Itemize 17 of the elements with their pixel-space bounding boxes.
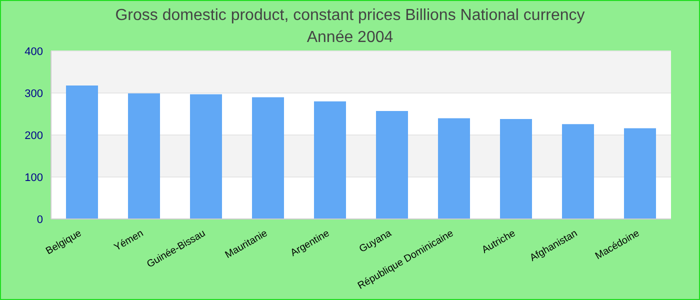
chart-subtitle: Année 2004: [306, 29, 394, 46]
bar: [438, 118, 470, 219]
bar: [500, 119, 532, 219]
bar: [562, 124, 594, 219]
y-tick-label: 300: [24, 88, 43, 100]
y-tick-label: 100: [24, 172, 43, 184]
y-tick-label: 0: [36, 214, 43, 226]
bar: [252, 97, 284, 219]
bar: [66, 85, 98, 219]
bar: [314, 101, 346, 219]
chart-title: Gross domestic product, constant prices Billions National currency: [114, 6, 586, 26]
bar: [624, 128, 656, 219]
y-tick-label: 200: [24, 130, 43, 142]
bar: [376, 111, 408, 219]
bar: [128, 93, 160, 219]
y-tick-label: 400: [24, 46, 43, 58]
bar: [190, 94, 222, 219]
